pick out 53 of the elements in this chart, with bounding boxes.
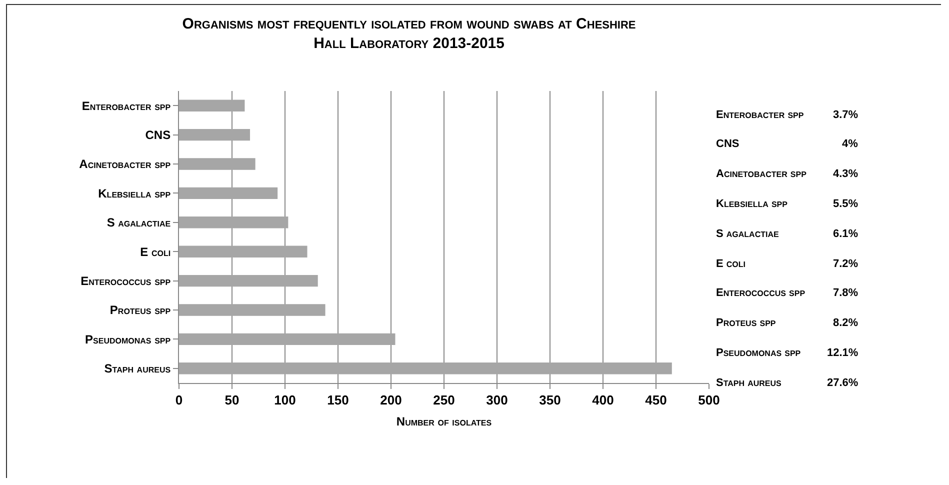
y-tick-label: Staph aureus [716,377,782,389]
bar [179,333,396,346]
text: Klebsiella spp [98,186,172,200]
y-tick-label: Pseudomonas spp [716,347,802,359]
x-tick-label: 250 [433,392,455,408]
text: 12.1% [827,347,858,359]
x-tick-label: 200 [380,392,402,408]
bar [179,100,245,112]
y-tick-label: Klebsiella spp [716,198,788,210]
text: 4% [842,138,858,150]
x-tick-label: 350 [539,392,561,408]
y-tick-label: CNS [716,138,740,150]
text: Pseudomonas spp [85,332,172,346]
text: Staph aureus [104,362,172,376]
y-tick-label: S agalactiae [716,228,780,240]
text: 3.7% [833,109,858,121]
y-tick-label: Acinetobacter spp [716,168,808,180]
x-tick-label: 0 [175,392,183,408]
text: Acinetobacter spp [79,157,172,172]
y-tick-label: E coli [716,258,746,270]
text: Enterobacter spp [82,98,172,113]
text: 7.8% [833,287,858,299]
bar [179,158,256,170]
bar [179,187,278,200]
y-tick-label: Enterobacter spp [716,109,804,121]
text: Proteus spp [110,303,172,318]
text: S agalactiae [106,216,172,230]
x-axis-title: Number of isolates [396,414,492,428]
text: 4.3% [833,168,858,180]
text: 5.5% [833,198,858,210]
x-tick-label: 150 [327,392,349,408]
chart-title: Organisms most frequently isolated from wound swabs at Cheshire Hall Laboratory 2013-2015 [182,16,636,52]
text: 6.1% [833,228,858,240]
text: 8.2% [833,317,858,329]
text: 27.6% [827,377,858,389]
bar [179,304,326,316]
y-tick-label: Proteus spp [716,317,776,329]
text: E coli [140,244,171,259]
x-tick-label: 500 [698,392,720,408]
x-tick-label: 100 [274,392,296,408]
bar [179,246,308,258]
bar [179,274,318,287]
bar [179,128,250,141]
text: Enterococcus spp [80,274,172,288]
x-tick-label: 450 [645,392,667,408]
y-tick-label: Enterococcus spp [716,287,806,299]
bar [179,362,672,374]
x-tick-label: 50 [224,392,240,408]
text: CNS [145,128,171,142]
x-tick-label: 300 [486,392,508,408]
text: 7.2% [833,258,858,270]
x-tick-label: 400 [592,392,614,408]
bar [179,216,288,228]
